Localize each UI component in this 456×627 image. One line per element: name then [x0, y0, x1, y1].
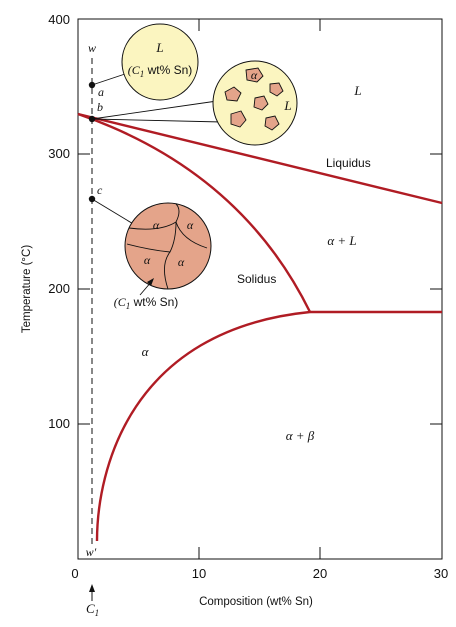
alpha-nuclei [224, 67, 284, 131]
y-tick-label: 100 [48, 416, 70, 431]
microstructure-b: α L [212, 60, 298, 146]
microstructure-a-circle [121, 23, 199, 101]
x-tick-label: 20 [313, 566, 327, 581]
composition-line-bottom-label: w′ [86, 545, 97, 559]
microstructure-a-phase-label: L [155, 40, 163, 55]
microstructure-c-grain-label: α [144, 253, 151, 267]
grain-boundaries [126, 203, 208, 290]
point-c-label: c [97, 183, 103, 197]
microstructure-a: L (C1 wt% Sn) [121, 23, 199, 101]
microstructure-c-grain-label: α [178, 255, 185, 269]
point-b-label: b [97, 100, 103, 114]
liquidus-curve [77, 112, 443, 205]
region-alpha-liquid-label: α + L [327, 233, 356, 248]
microstructure-c-composition-label: (C1 wt% Sn) [114, 295, 179, 311]
y-tick-label: 300 [48, 146, 70, 161]
region-alpha-label: α [142, 344, 150, 359]
microstructure-b-liquid-label: L [283, 98, 291, 113]
composition-line-top-label: w [88, 41, 96, 55]
point-a-label: a [98, 85, 104, 99]
region-alpha-beta-label: α + β [286, 428, 315, 443]
solidus-label: Solidus [237, 272, 276, 286]
microstructure-a-composition-label: (C1 wt% Sn) [128, 63, 193, 79]
x-tick-label: 10 [192, 566, 206, 581]
x-tick-label: 0 [71, 566, 78, 581]
x-axis-label: Composition (wt% Sn) [199, 596, 313, 608]
microstructure-c-grain-label: α [187, 218, 194, 232]
y-tick-label: 400 [48, 12, 70, 27]
leader-lines [91, 73, 223, 226]
microstructure-b-alpha-label: α [251, 68, 258, 82]
microstructure-c: α α α α (C1 wt% Sn) [114, 202, 212, 311]
phase-boundaries [77, 112, 443, 542]
solvus-curve [95, 310, 311, 542]
x-tick-label: 30 [434, 566, 448, 581]
y-tick-label: 200 [48, 281, 70, 296]
microstructure-c-arrow-head [147, 278, 154, 286]
microstructure-c-grain-label: α [153, 218, 160, 232]
y-axis-label: Temperature (°C) [21, 245, 33, 333]
region-liquid-label: L [353, 83, 361, 98]
c1-label: C1 [86, 601, 99, 618]
liquidus-label: Liquidus [326, 156, 371, 170]
microstructure-c-circle [124, 202, 212, 290]
c1-arrow-head [89, 584, 95, 592]
axis-ticks [78, 19, 442, 559]
solidus-curve [77, 112, 312, 313]
